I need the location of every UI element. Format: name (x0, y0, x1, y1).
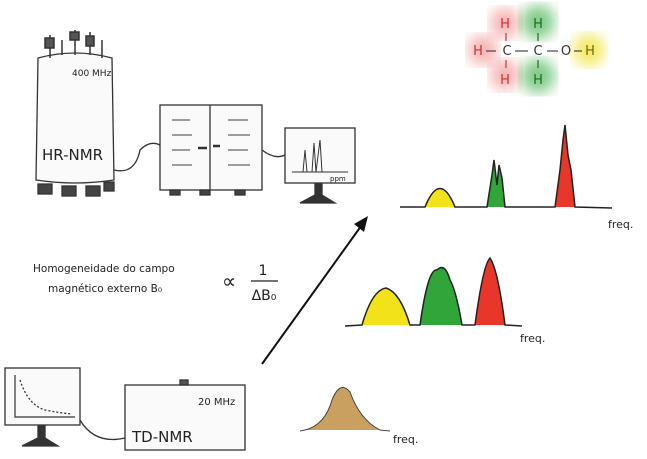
atom-h: H (585, 44, 595, 59)
td-nmr-instrument (124, 379, 246, 451)
hr-nmr-label: HR-NMR (42, 146, 103, 164)
atom-h: H (500, 17, 510, 32)
formula-numerator: 1 (259, 263, 268, 279)
hr-nmr-magnet (35, 30, 161, 197)
formula-line2: magnético externo B₀ (48, 283, 162, 295)
freq-label-3: freq. (393, 433, 418, 446)
atom-h: H (533, 73, 543, 88)
atom-h: H (533, 17, 543, 32)
td-spectrum (299, 387, 391, 432)
medium-spectrum (344, 256, 523, 327)
hr-nmr-monitor (284, 127, 356, 204)
freq-label-1: freq. (608, 218, 633, 231)
ppm-axis-label: ppm (330, 175, 346, 183)
td-nmr-frequency: 20 MHz (198, 397, 235, 408)
hr-spectrum (400, 124, 613, 209)
formula-denominator: ΔB₀ (252, 288, 277, 304)
atom-c: C (502, 44, 511, 59)
resolution-arrow (261, 216, 368, 365)
hr-nmr-frequency: 400 MHz (72, 69, 112, 79)
formula-line1: Homogeneidade do campo (33, 263, 175, 275)
freq-label-2: freq. (520, 332, 545, 345)
console-cabinet (159, 104, 286, 196)
atom-h: H (500, 73, 510, 88)
td-nmr-label: TD-NMR (131, 428, 193, 446)
atom-c: C (533, 44, 542, 59)
ethanol-molecule: H H H C C H H O H (468, 5, 605, 93)
atom-o: O (561, 44, 571, 59)
proportional-symbol: ∝ (222, 269, 236, 293)
atom-h: H (473, 44, 483, 59)
td-nmr-monitor (4, 367, 126, 447)
